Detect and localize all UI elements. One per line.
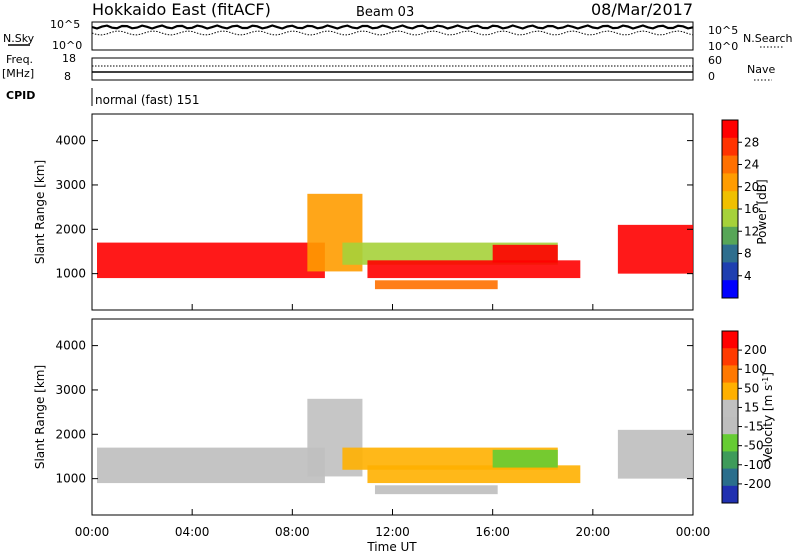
power-ytick-label-3: 4000 bbox=[55, 134, 86, 148]
noise-right-tick-top: 10^5 bbox=[708, 24, 738, 37]
freq-left-tick-top: 18 bbox=[62, 52, 76, 65]
freq-right-tick-bottom: 0 bbox=[708, 70, 715, 83]
freq-panel bbox=[91, 57, 694, 81]
power-colorbar-tick-label-5: 8 bbox=[744, 247, 752, 261]
echo-region-3 bbox=[367, 260, 581, 279]
velocity-colorbar-tick-label-3: 15 bbox=[744, 400, 759, 414]
power-colorbar-swatch-6 bbox=[722, 226, 738, 246]
velocity-colorbar-tick-label-1: 100 bbox=[744, 362, 767, 376]
velocity-colorbar-tick-label-5: -50 bbox=[744, 439, 764, 453]
power-colorbar-swatch-2 bbox=[722, 155, 738, 174]
mode-label: normal (fast) 151 bbox=[95, 93, 199, 107]
power-colorbar-swatch-0 bbox=[722, 120, 738, 139]
echo-region-6 bbox=[617, 429, 693, 479]
xlabel: Time UT bbox=[366, 540, 417, 554]
power-colorbar-swatch-3 bbox=[722, 173, 738, 192]
power-colorbar-swatch-1 bbox=[722, 137, 738, 157]
power-colorbar-swatch-9 bbox=[722, 280, 738, 299]
velocity-colorbar-label: Velocity [m s-1] bbox=[761, 372, 776, 462]
xtick-label-0: 00:00 bbox=[75, 525, 110, 539]
velocity-colorbar-frame bbox=[721, 330, 739, 504]
freq-label: Freq. bbox=[6, 53, 33, 66]
velocity-colorbar-tick-label-2: 50 bbox=[744, 381, 759, 395]
xtick-label-5: 20:00 bbox=[576, 525, 611, 539]
noise-left-tick-top: 10^5 bbox=[50, 18, 80, 31]
x-ticks: 00:00 04:00 08:00 12:00 16:00 20:00 00:00 bbox=[75, 304, 711, 539]
beam-label: Beam 03 bbox=[356, 5, 414, 20]
velocity-colorbar-tick-label-6: -100 bbox=[744, 458, 771, 472]
power-colorbar-tick-label-0: 28 bbox=[744, 135, 759, 149]
velocity-panel: 1000 2000 3000 4000 bbox=[55, 318, 694, 516]
power-colorbar-tick-label-3: 16 bbox=[744, 202, 759, 216]
velocity-ytick-label-1: 2000 bbox=[55, 427, 86, 441]
xtick-label-6: 00:00 bbox=[676, 525, 711, 539]
velocity-echo-regions bbox=[97, 398, 693, 495]
xtick-label-1: 04:00 bbox=[175, 525, 210, 539]
velocity-colorbar-swatch-7 bbox=[722, 451, 738, 470]
echo-region-3 bbox=[367, 465, 581, 484]
power-panel: 1000 2000 3000 4000 bbox=[55, 113, 694, 311]
power-ytick-label-0: 1000 bbox=[55, 267, 86, 281]
velocity-colorbar-tick-label-0: 200 bbox=[744, 343, 767, 357]
echo-region-6 bbox=[617, 224, 693, 274]
velocity-colorbar-swatch-8 bbox=[722, 468, 738, 487]
power-colorbar-tick-label-2: 20 bbox=[744, 180, 759, 194]
power-colorbar-tick-label-1: 24 bbox=[744, 158, 759, 172]
echo-region-4 bbox=[374, 280, 498, 290]
velocity-colorbar-swatch-1 bbox=[722, 348, 738, 366]
power-ytick-label-1: 2000 bbox=[55, 222, 86, 236]
velocity-y-ticks: 1000 2000 3000 4000 bbox=[55, 339, 693, 486]
velocity-colorbar-swatch-6 bbox=[722, 434, 738, 452]
noise-left-tick-bottom: 10^0 bbox=[52, 39, 82, 52]
xtick-label-2: 08:00 bbox=[275, 525, 310, 539]
velocity-colorbar-swatch-5 bbox=[722, 417, 738, 435]
velocity-ytick-label-2: 3000 bbox=[55, 383, 86, 397]
echo-region-0 bbox=[97, 447, 325, 484]
power-colorbar-tick-label-6: 4 bbox=[744, 269, 752, 283]
velocity-colorbar-swatch-0 bbox=[722, 331, 738, 349]
freq-unit-label: [MHz] bbox=[2, 67, 34, 80]
velocity-ytick-label-3: 4000 bbox=[55, 339, 86, 353]
echo-region-5 bbox=[492, 244, 558, 263]
xtick-label-4: 16:00 bbox=[475, 525, 510, 539]
power-ytick-label-2: 3000 bbox=[55, 178, 86, 192]
velocity-ytick-label-0: 1000 bbox=[55, 472, 86, 486]
power-colorbar-tick-label-4: 12 bbox=[744, 224, 759, 238]
plot-title: Hokkaido East (fitACF) bbox=[92, 0, 271, 19]
power-ylabel: Slant Range [km] bbox=[33, 160, 47, 264]
echo-region-0 bbox=[97, 242, 325, 279]
echo-region-5 bbox=[492, 449, 558, 468]
velocity-colorbar: 200 100 50 15 -15 -50 -100 -200 bbox=[721, 330, 771, 504]
cpid-label: CPID bbox=[6, 89, 35, 102]
power-echo-regions bbox=[97, 193, 693, 290]
power-colorbar-label: Power [dB] bbox=[755, 179, 769, 244]
power-y-ticks: 1000 2000 3000 4000 bbox=[55, 134, 693, 281]
velocity-colorbar-swatch-2 bbox=[722, 365, 738, 384]
noise-panel bbox=[91, 21, 694, 51]
velocity-colorbar-swatch-3 bbox=[722, 382, 738, 401]
velocity-ylabel: Slant Range [km] bbox=[33, 365, 47, 469]
power-colorbar: 28 24 20 16 12 8 4 bbox=[721, 119, 759, 299]
noise-sky-line bbox=[91, 24, 694, 30]
velocity-colorbar-swatch-4 bbox=[722, 399, 738, 418]
nave-label: Nave bbox=[747, 63, 775, 76]
velocity-colorbar-tick-label-7: -200 bbox=[744, 477, 771, 491]
power-colorbar-swatch-4 bbox=[722, 191, 738, 210]
xtick-label-3: 12:00 bbox=[375, 525, 410, 539]
velocity-colorbar-swatch-9 bbox=[722, 485, 738, 504]
power-colorbar-swatch-7 bbox=[722, 244, 738, 263]
date-label: 08/Mar/2017 bbox=[591, 0, 693, 19]
power-colorbar-swatch-5 bbox=[722, 209, 738, 228]
velocity-colorbar-tick-label-4: -15 bbox=[744, 420, 764, 434]
power-colorbar-swatch-8 bbox=[722, 262, 738, 281]
nsky-label: N.Sky bbox=[3, 32, 35, 45]
freq-right-tick-top: 60 bbox=[708, 54, 722, 67]
noise-search-line bbox=[91, 30, 694, 36]
noise-right-tick-bottom: 10^0 bbox=[708, 40, 738, 53]
nsearch-label: N.Search bbox=[743, 32, 793, 45]
freq-left-tick-bottom: 8 bbox=[64, 70, 71, 83]
echo-region-4 bbox=[374, 485, 498, 495]
